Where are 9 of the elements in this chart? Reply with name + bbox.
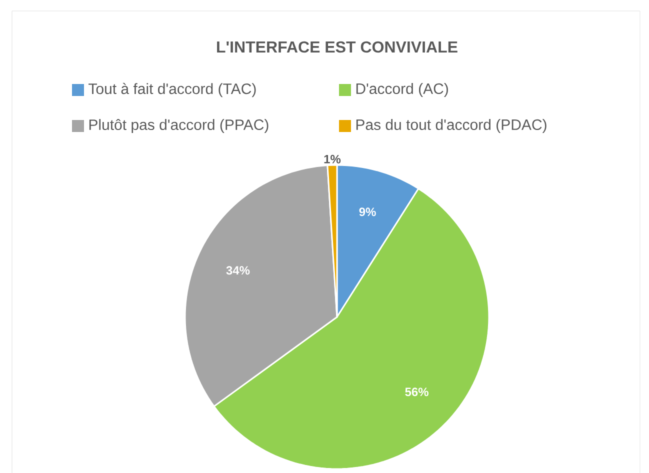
- chart-title: L'INTERFACE EST CONVIVIALE: [217, 41, 458, 53]
- data-label: 56%: [405, 388, 428, 396]
- legend-label: D'accord (AC): [356, 83, 448, 97]
- legend-label: Plutôt pas d'accord (PPAC): [89, 118, 268, 133]
- data-label: 1%: [324, 154, 341, 164]
- data-label: 9%: [359, 208, 376, 216]
- legend-label: Tout à fait d'accord (TAC): [88, 82, 256, 98]
- legend-label: Pas du tout d'accord (PDAC): [356, 119, 546, 133]
- data-label: 34%: [226, 266, 250, 275]
